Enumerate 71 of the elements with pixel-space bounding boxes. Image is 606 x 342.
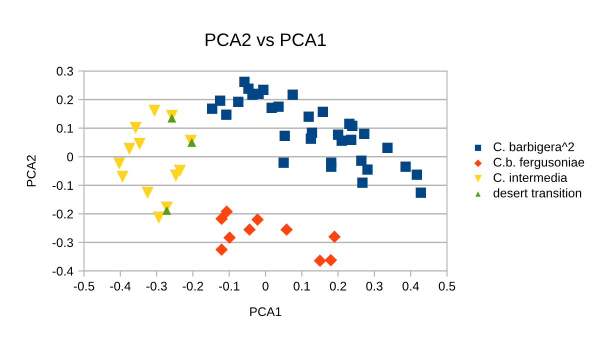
point <box>243 223 256 236</box>
point <box>412 170 422 180</box>
point <box>416 188 426 198</box>
point <box>167 114 176 123</box>
point <box>346 134 356 146</box>
point <box>223 231 236 244</box>
y-tick-label: 0 <box>67 152 74 162</box>
y-tick-label: -0.1 <box>52 181 73 190</box>
point <box>123 142 136 155</box>
x-tick-label: 0.1 <box>294 282 310 291</box>
point <box>278 158 289 168</box>
y-tick-label: -0.2 <box>52 210 73 219</box>
point <box>326 162 336 172</box>
point <box>362 164 373 175</box>
y-axis-title: PCA2 <box>26 155 36 186</box>
x-tick-label: 0.5 <box>438 282 456 291</box>
point <box>233 96 244 108</box>
point <box>221 110 232 120</box>
legend-label: C. barbigera^2 <box>494 142 574 154</box>
point <box>347 120 358 132</box>
y-tick-label: 0.1 <box>56 124 73 133</box>
point <box>357 178 368 188</box>
point <box>324 254 338 266</box>
point <box>382 142 393 154</box>
point <box>336 136 347 146</box>
point <box>288 90 298 100</box>
x-tick-label: 0 <box>262 282 268 291</box>
point <box>251 213 264 226</box>
y-tick-label: 0.2 <box>56 95 73 104</box>
y-tick-label: -0.3 <box>52 238 74 248</box>
point <box>187 138 196 147</box>
x-tick-label: 0.3 <box>366 282 383 291</box>
point <box>113 158 126 170</box>
y-tick-label: 0.3 <box>56 66 74 76</box>
x-tick-label: 0.2 <box>330 282 346 291</box>
point <box>304 112 314 122</box>
legend-label: C. intermedia <box>494 172 568 182</box>
point <box>280 130 290 142</box>
point <box>162 206 172 215</box>
x-tick-label: -0.3 <box>146 282 167 291</box>
point <box>134 138 146 150</box>
point <box>318 106 328 118</box>
point <box>148 104 160 117</box>
point <box>359 128 370 140</box>
x-tick-label: 0.4 <box>402 282 420 291</box>
point <box>314 254 326 267</box>
point <box>400 162 411 172</box>
chart-title: PCA2 vs PCA1 <box>206 33 326 46</box>
x-axis-title: PCA1 <box>250 307 282 316</box>
point <box>258 84 268 96</box>
point <box>306 134 316 144</box>
point <box>220 205 233 218</box>
point <box>206 104 218 114</box>
point <box>215 212 228 225</box>
point <box>142 186 154 199</box>
point <box>152 212 165 224</box>
x-tick-label: -0.4 <box>110 282 131 291</box>
x-tick-label: -0.1 <box>218 282 240 291</box>
point <box>116 170 128 183</box>
point <box>280 223 293 236</box>
x-tick-label: -0.5 <box>74 282 94 291</box>
legend-label: desert transition <box>494 188 582 198</box>
point <box>328 230 341 243</box>
legend-label: C.b. fergusoniae <box>494 157 584 170</box>
point <box>214 96 226 106</box>
point <box>273 102 284 112</box>
point <box>130 122 142 134</box>
point <box>215 243 228 256</box>
point <box>356 156 366 166</box>
y-tick-label: -0.4 <box>52 266 74 276</box>
x-tick-label: -0.2 <box>182 282 204 291</box>
